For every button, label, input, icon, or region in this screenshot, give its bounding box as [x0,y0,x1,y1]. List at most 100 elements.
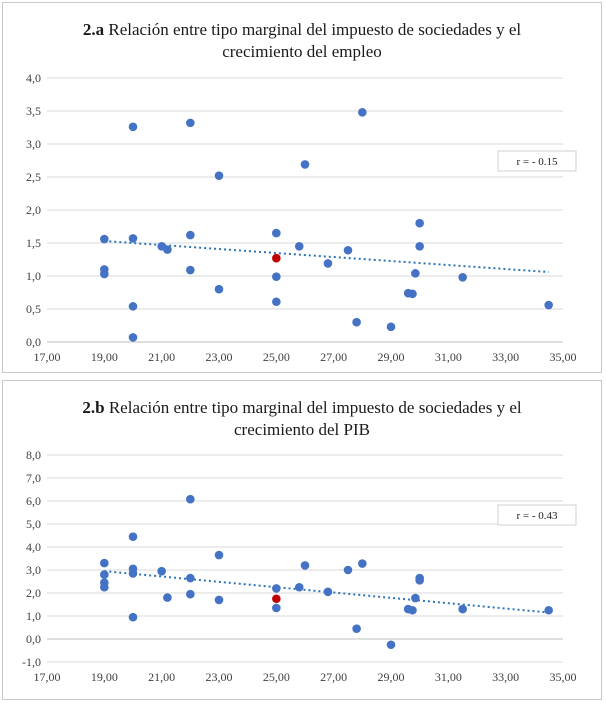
data-point [358,559,367,568]
data-point [415,218,424,228]
data-point [408,605,417,615]
y-tick-label: 0,5 [26,302,41,316]
chart-title-b: 2.b Relación entre tipo marginal del imp… [3,397,601,419]
x-tick-label: 19,00 [91,670,118,684]
data-point [186,118,195,128]
data-point [128,532,138,541]
x-tick-label: 21,00 [148,670,175,684]
data-point [214,284,224,294]
data-point [352,624,361,633]
data-point [100,269,109,279]
y-tick-label: 1,0 [26,269,41,283]
chart-panel-b: 2.b Relación entre tipo marginal del imp… [2,380,602,700]
y-tick-label: 8,0 [26,448,41,462]
x-tick-label: 21,00 [148,350,175,364]
x-tick-label: 25,00 [263,670,290,684]
annotation-box [497,150,577,172]
data-point [386,640,396,650]
data-point [100,558,109,568]
x-tick-label: 33,00 [492,670,519,684]
data-point [408,289,417,299]
x-tick-label: 35,00 [550,350,577,364]
y-tick-label: 3,0 [26,563,41,577]
y-tick-label: 1,5 [26,236,41,250]
data-point [128,612,138,622]
x-tick-label: 23,00 [206,670,233,684]
x-tick-label: 17,00 [34,670,61,684]
scatter-plot-a: 0,0 0,5 1,0 1,5 2,0 2,5 3,0 3,5 4,0 17,00 19,00 21,… [26,71,577,364]
data-point [100,582,109,592]
y-tick-label: 1,0 [26,609,41,623]
data-point [128,234,138,243]
chart-title-a-bold: 2.a [82,20,105,39]
y-tick-label: 2,0 [26,586,41,600]
data-point [386,322,396,332]
x-tick-label: 17,00 [34,350,61,364]
y-tick-label: 0,0 [26,335,41,349]
data-point [352,317,361,327]
data-point [128,302,138,311]
annotation-box [497,504,577,526]
y-tick-label: 7,0 [26,471,41,485]
x-tick-label: 29,00 [378,350,405,364]
data-point [411,269,420,278]
y-tick-label: 4,0 [26,540,41,554]
data-point [415,576,424,585]
data-point [544,300,553,310]
chart-subtitle-b: crecimiento del PIB [234,420,370,439]
data-point [272,603,281,613]
data-point [343,245,353,255]
data-point [272,272,281,281]
data-point [163,245,172,254]
data-point [100,234,109,244]
data-point [186,589,195,599]
y-tick-label: 3,5 [26,104,41,118]
data-point [323,259,333,268]
scatter-plot-b: -1,0 0,0 1,0 2,0 3,0 4,0 5,0 6,0 7,0 8,0 17,00 19,0… [22,448,577,684]
x-tick-label: 31,00 [435,350,462,364]
x-tick-label: 19,00 [91,350,118,364]
highlight-point [272,594,281,604]
x-tick-label: 33,00 [492,350,519,364]
x-tick-label: 31,00 [435,670,462,684]
correlation-annotation: r = - 0.15 [516,156,558,168]
correlation-annotation: r = - 0.43 [516,510,558,522]
data-point [186,573,195,583]
y-tick-label: 4,0 [26,71,41,85]
y-tick-label: 5,0 [26,517,41,531]
chart-subtitle-a: crecimiento del empleo [222,42,382,61]
data-point [272,297,281,307]
trendline [104,570,549,614]
data-point [411,593,420,603]
data-point [186,265,195,275]
y-tick-label: 2,0 [26,203,41,217]
x-tick-label: 29,00 [378,670,405,684]
y-tick-label: 3,0 [26,137,41,151]
chart-title-a-line1: Relación entre tipo marginal del impuest… [104,20,522,39]
data-point [358,108,367,117]
data-point [272,228,281,238]
data-point [343,565,353,575]
x-tick-label: 27,00 [320,670,347,684]
data-point [163,593,172,602]
chart-title-b-bold: 2.b [82,398,105,417]
data-point [458,604,467,614]
x-tick-label: 23,00 [206,350,233,364]
y-tick-label: 6,0 [26,494,41,508]
data-point [294,582,304,592]
data-point [544,605,553,615]
data-point [415,242,424,251]
data-point [214,550,224,560]
x-tick-label: 35,00 [550,670,577,684]
data-point [186,230,195,240]
data-point [294,242,304,251]
chart-title-b-line1: Relación entre tipo marginal del impuest… [104,398,522,417]
data-point [272,584,281,593]
data-point [214,171,224,180]
data-point [128,569,138,578]
data-point [214,595,224,605]
y-tick-label: 0,0 [26,632,41,646]
chart-title-a: 2.a Relación entre tipo marginal del imp… [3,19,601,41]
data-point [300,561,310,570]
data-point [458,273,467,282]
